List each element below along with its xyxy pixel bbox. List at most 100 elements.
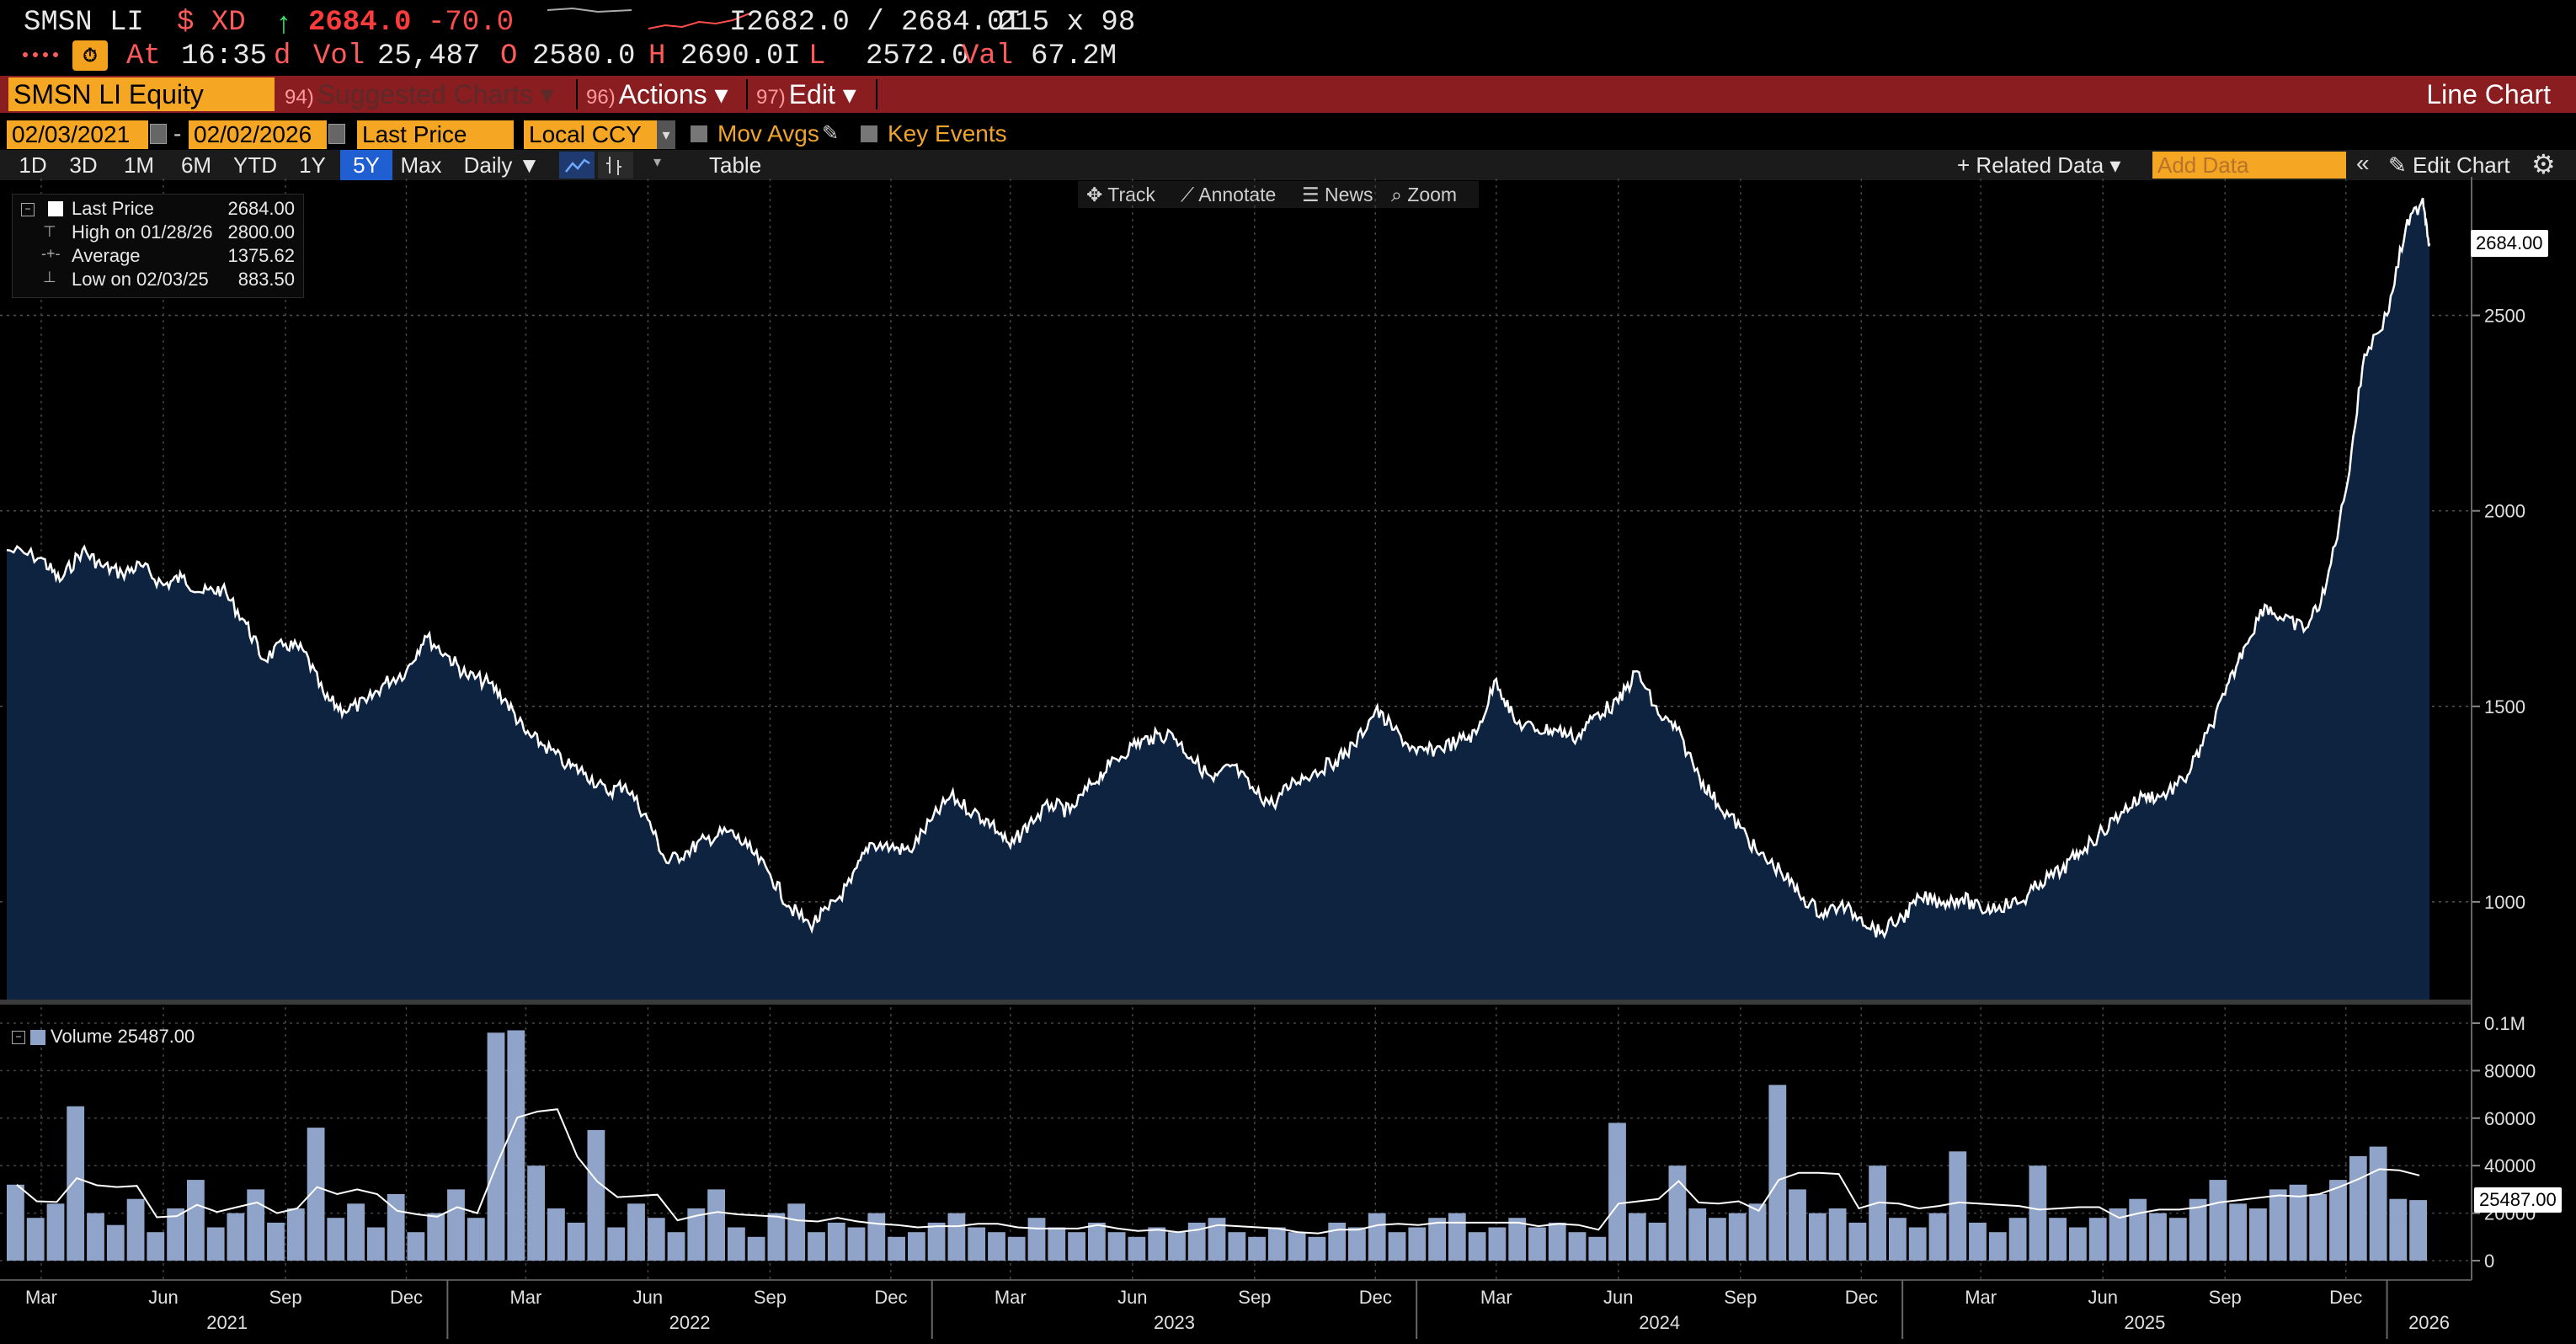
chevron-down-icon[interactable]: ▾ — [653, 153, 662, 170]
realtime-clock-icon[interactable]: ⏱ — [72, 40, 108, 71]
mov-avgs-checkbox[interactable] — [691, 125, 707, 142]
volume-bar — [187, 1180, 205, 1261]
volume-bar — [2269, 1189, 2287, 1261]
volume-bar — [467, 1218, 485, 1261]
timeframe-max[interactable]: Max — [400, 152, 442, 178]
field-selector[interactable]: Last Price — [357, 120, 514, 149]
currency-flag: $ XD — [177, 7, 246, 39]
track-tool[interactable]: ✥ Track — [1086, 184, 1155, 205]
volume-bar — [1709, 1218, 1726, 1261]
volume-bar — [2129, 1198, 2147, 1261]
volume-swatch — [30, 1030, 45, 1046]
bid-ask-size: 215 x 98 — [998, 7, 1136, 39]
x-month-label: Mar — [509, 1287, 541, 1308]
collapse-icon[interactable]: « — [2356, 150, 2370, 176]
periodicity-dropdown[interactable]: Daily ▼ — [463, 152, 541, 178]
volume-bar — [567, 1222, 585, 1261]
x-month-label: Sep — [1724, 1287, 1757, 1308]
pencil-icon[interactable]: ✎ — [822, 122, 840, 145]
volume-bar — [667, 1232, 685, 1261]
volume-bar — [2369, 1146, 2387, 1261]
news-label: News — [1325, 184, 1373, 205]
volume-bar — [1889, 1218, 1907, 1261]
timeframe-5y[interactable]: 5Y — [340, 150, 392, 180]
x-month-label: Jun — [148, 1287, 178, 1308]
currency-selector[interactable]: Local CCY — [524, 120, 664, 149]
table-button[interactable]: Table — [709, 152, 762, 178]
security-input[interactable]: SMSN LI Equity — [8, 77, 275, 111]
gear-icon[interactable]: ⚙ — [2531, 149, 2556, 179]
volume-bar — [808, 1232, 825, 1261]
volume-bar — [447, 1189, 465, 1261]
volume-bar — [687, 1208, 706, 1261]
collapse-legend-icon[interactable]: − — [12, 1031, 25, 1045]
actions-menu[interactable]: 96) Actions ▾ — [586, 79, 728, 109]
chevron-down-icon[interactable]: ▾ — [657, 120, 675, 149]
edit-menu[interactable]: 97) Edit ▾ — [756, 79, 856, 109]
open-value: 2580.0 — [532, 40, 636, 72]
volume-bar — [1928, 1213, 1947, 1261]
end-date-field[interactable]: 02/02/2026 — [189, 120, 327, 149]
volume-bar — [1848, 1222, 1867, 1261]
line-chart-icon[interactable] — [559, 152, 595, 179]
annotate-tool[interactable]: ⟋ Annotate — [1181, 184, 1277, 205]
key-events-label[interactable]: Key Events — [888, 120, 1007, 147]
add-data-input[interactable]: Add Data — [2152, 152, 2346, 179]
volume-bar — [827, 1222, 845, 1261]
volume-bar — [1728, 1213, 1747, 1261]
open-label: O — [500, 40, 518, 72]
volume-bar — [1648, 1222, 1667, 1261]
x-month-label: Jun — [2088, 1287, 2117, 1308]
x-year-label: 2025 — [2124, 1312, 2165, 1333]
d-label: d — [274, 40, 291, 72]
volume-bar — [407, 1232, 425, 1261]
volume-bar — [847, 1227, 866, 1261]
volume-bar — [227, 1213, 245, 1261]
volume-bar — [2109, 1208, 2127, 1261]
volume-bar — [1488, 1227, 1507, 1261]
related-data-button[interactable]: + Related Data ▾ — [1957, 152, 2121, 178]
toolbar-divider — [576, 79, 578, 109]
collapse-legend-icon[interactable]: − — [21, 203, 35, 216]
timeframe-1m[interactable]: 1M — [123, 152, 155, 178]
timeframe-6m[interactable]: 6M — [180, 152, 212, 178]
start-date-field[interactable]: 02/03/2021 — [7, 120, 148, 149]
volume-bar — [2029, 1165, 2047, 1261]
volume-bar — [607, 1227, 626, 1261]
volume-bar — [2309, 1194, 2328, 1261]
suggested-charts-menu[interactable]: 94) Suggested Charts ▾ — [285, 79, 554, 109]
volume-bar — [1988, 1232, 2007, 1261]
x-month-label: Dec — [390, 1287, 423, 1308]
mov-avgs-label[interactable]: Mov Avgs — [717, 120, 819, 147]
zoom-tool[interactable]: ⌕ Zoom — [1391, 184, 1458, 205]
calendar-icon[interactable] — [328, 124, 345, 144]
volume-bar — [2229, 1203, 2247, 1261]
panel-divider[interactable] — [0, 1000, 2472, 1005]
bar-chart-icon[interactable] — [598, 152, 633, 179]
volume-bar — [267, 1222, 285, 1261]
volume-moving-average-line — [16, 1108, 2420, 1235]
timeframe-1d[interactable]: 1D — [19, 152, 47, 178]
edit-chart-button[interactable]: ✎ Edit Chart — [2388, 152, 2510, 178]
volume-bar — [2209, 1180, 2227, 1261]
legend-average-label: Average — [72, 245, 141, 266]
calendar-icon[interactable] — [150, 124, 167, 144]
suggested-charts-label: Suggested Charts — [317, 79, 533, 109]
news-tool[interactable]: ☰ News — [1302, 184, 1373, 205]
timeframe-3d[interactable]: 3D — [69, 152, 98, 178]
key-events-checkbox[interactable] — [861, 125, 877, 142]
volume-bar — [147, 1232, 165, 1261]
timeframe-ytd[interactable]: YTD — [233, 152, 277, 178]
volume-bar — [1308, 1236, 1326, 1261]
volume-bar — [1068, 1232, 1085, 1261]
volume-bar — [26, 1218, 45, 1261]
volume-tick-label: 80000 — [2484, 1060, 2536, 1081]
volume-bar — [487, 1032, 505, 1261]
volume-bar — [1808, 1213, 1827, 1261]
volume-bar — [1608, 1123, 1626, 1261]
timeframe-1y[interactable]: 1Y — [299, 152, 326, 178]
legend-high-value: 2800.00 — [227, 221, 295, 243]
volume-bar — [1368, 1213, 1386, 1261]
volume-bar — [2289, 1184, 2307, 1261]
